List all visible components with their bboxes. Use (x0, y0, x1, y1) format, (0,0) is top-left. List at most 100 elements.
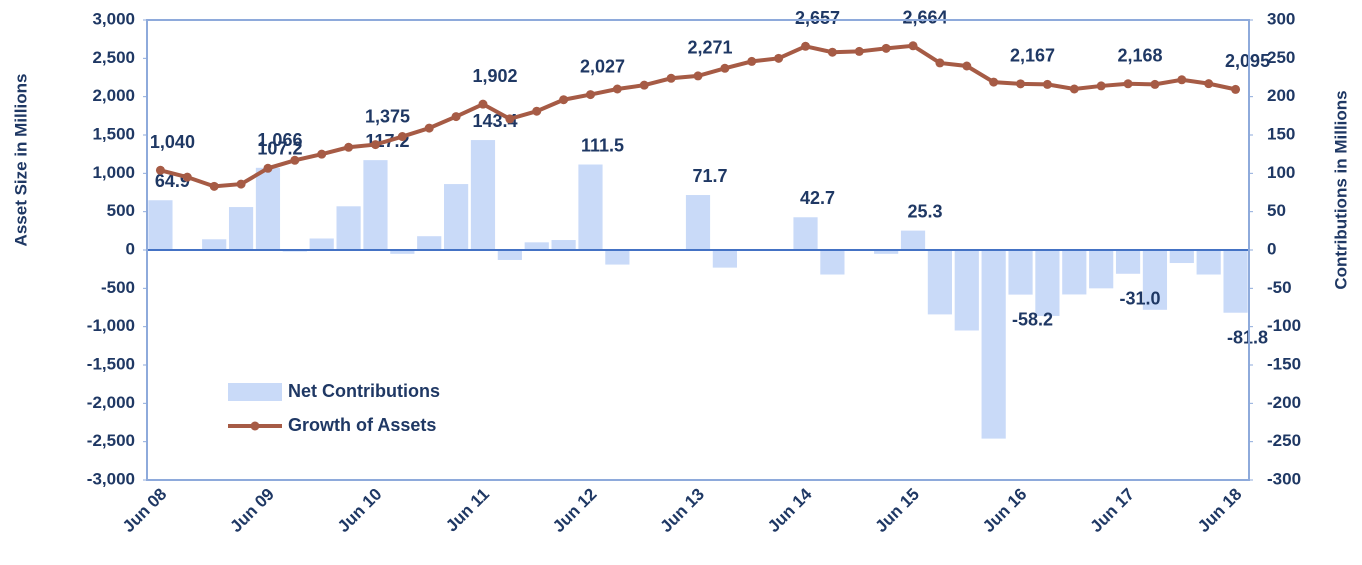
x-tick-label: Jun 18 (1194, 485, 1246, 537)
y-tick-label: 1,000 (92, 163, 135, 182)
x-tick-label: Jun 16 (979, 485, 1031, 537)
y-tick-label: 1,500 (92, 124, 135, 143)
bar (874, 250, 899, 254)
line-marker (1150, 79, 1160, 89)
bar-data-label: -58.2 (1012, 309, 1053, 329)
bar (981, 250, 1006, 439)
line-marker (317, 149, 327, 159)
line-marker (290, 155, 300, 165)
line-marker (1177, 75, 1187, 85)
line-marker (1204, 79, 1214, 89)
bar (202, 239, 227, 250)
bar-data-label: -31.0 (1120, 289, 1161, 309)
line-marker (854, 46, 864, 56)
y-tick-label: -1,500 (87, 354, 135, 373)
y-tick-label: -2,000 (87, 393, 135, 412)
line-marker (1123, 79, 1133, 89)
bar (900, 230, 926, 250)
line-marker (612, 84, 622, 94)
y-tick-label: 500 (107, 201, 135, 220)
line-marker (344, 142, 354, 152)
y-tick-label: 0 (126, 239, 135, 258)
line-marker (908, 41, 918, 51)
line-marker (827, 47, 837, 57)
y2-tick-label: 50 (1267, 201, 1286, 220)
line-marker (236, 179, 246, 189)
legend-label: Net Contributions (288, 381, 440, 401)
line-data-label: 1,375 (365, 106, 410, 126)
bar (309, 238, 334, 250)
y-tick-label: -2,500 (87, 431, 135, 450)
line-marker (881, 43, 891, 53)
x-tick-label: Jun 14 (764, 484, 816, 536)
line-data-label: 1,040 (150, 132, 195, 152)
y2-tick-label: 150 (1267, 124, 1295, 143)
x-tick-label: Jun 15 (872, 485, 924, 537)
line-marker (424, 123, 434, 133)
line-data-label: 1,066 (257, 130, 302, 150)
line-marker (1069, 84, 1079, 94)
bar (1035, 250, 1060, 316)
y2-tick-label: -200 (1267, 393, 1301, 412)
y2-axis-title: Contributions in Millions (1331, 90, 1350, 289)
line-marker (370, 140, 380, 150)
bar (820, 250, 845, 275)
y2-tick-label: -100 (1267, 316, 1301, 335)
line-marker (1231, 84, 1241, 94)
y-tick-label: 2,000 (92, 86, 135, 105)
line-data-label: 2,095 (1225, 51, 1270, 71)
legend-swatch (228, 383, 282, 401)
line-marker (747, 56, 757, 66)
line-marker (451, 112, 461, 122)
bar (1089, 250, 1114, 289)
y2-tick-label: 250 (1267, 48, 1295, 67)
line-marker (182, 172, 192, 182)
legend-label: Growth of Assets (288, 415, 436, 435)
line-marker (1096, 81, 1106, 91)
line-data-label: 2,664 (903, 8, 948, 28)
bar (524, 242, 549, 250)
x-tick-label: Jun 17 (1087, 485, 1139, 537)
bar-data-label: 111.5 (581, 135, 624, 155)
line-data-label: 2,271 (687, 38, 732, 58)
line-marker (559, 95, 569, 105)
line-data-label: 2,657 (795, 8, 840, 28)
line-marker (478, 99, 488, 109)
bar (551, 240, 576, 250)
line-marker (585, 90, 595, 100)
y-tick-label: 3,000 (92, 9, 135, 28)
line-data-label: 2,167 (1010, 46, 1055, 66)
bar (228, 207, 254, 250)
x-tick-label: Jun 10 (334, 485, 386, 537)
x-tick-label: Jun 12 (549, 485, 601, 537)
bar (793, 217, 818, 250)
plot-border (146, 19, 1250, 481)
line-marker (962, 61, 972, 71)
y-axis-title: Asset Size in Millions (11, 74, 30, 247)
line-marker (639, 80, 649, 90)
y2-tick-label: -150 (1267, 354, 1301, 373)
bar (605, 250, 630, 265)
line-marker (532, 106, 542, 116)
bar (712, 250, 737, 268)
bar (578, 164, 603, 250)
bar (417, 236, 442, 250)
line-data-label: 1,902 (472, 66, 517, 86)
line-marker (774, 53, 784, 63)
bar (954, 250, 979, 331)
x-tick-label: Jun 08 (119, 485, 171, 537)
line-marker (155, 165, 165, 175)
bar (497, 250, 522, 260)
y-tick-label: -500 (101, 278, 135, 297)
bar (363, 160, 388, 250)
legend-swatch-marker (250, 421, 260, 431)
x-tick-label: Jun 13 (656, 485, 708, 537)
bar (148, 200, 173, 250)
bar-data-label: 107.2 (257, 139, 302, 159)
bar (1223, 250, 1248, 313)
y-tick-label: 2,500 (92, 48, 135, 67)
line-marker (989, 77, 999, 87)
bar (685, 195, 711, 250)
bar (1142, 250, 1168, 310)
